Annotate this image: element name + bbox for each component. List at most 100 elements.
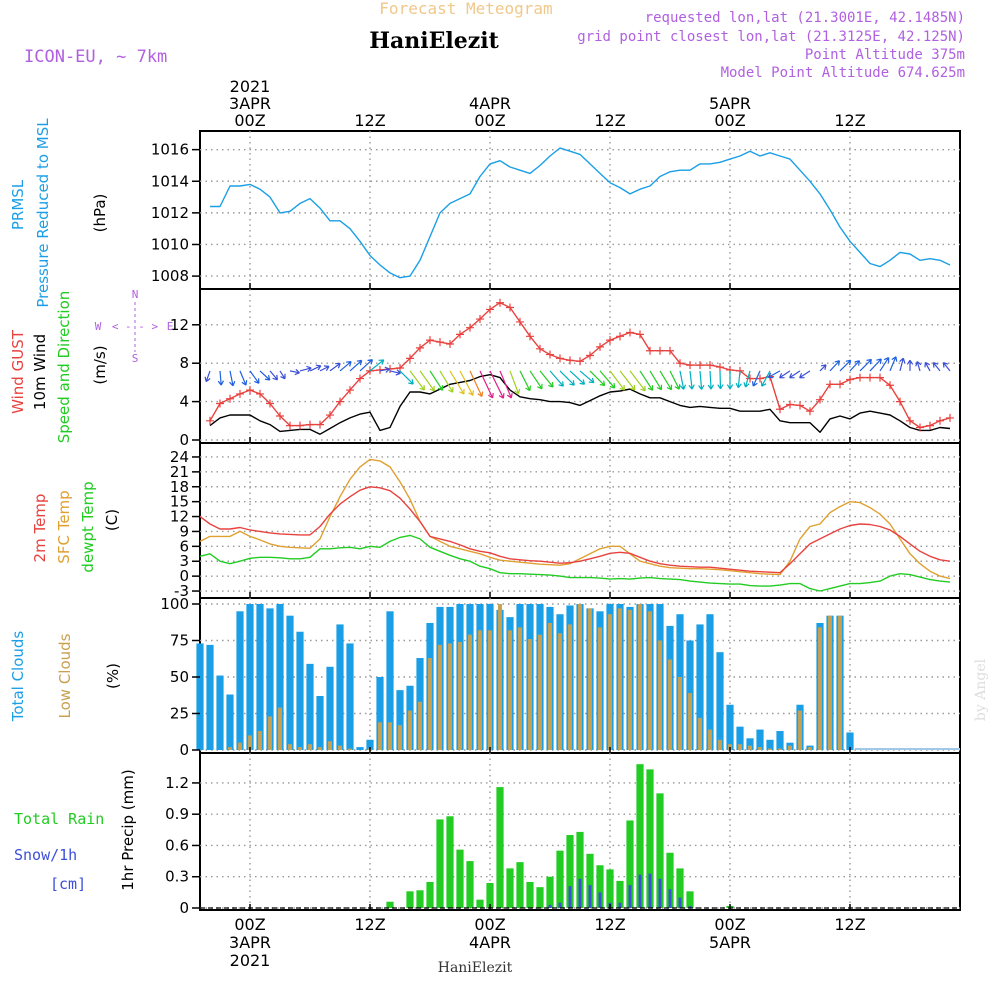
gust-marker [246,386,254,395]
snow-bar [678,897,682,908]
y-tick-label: 12 [170,316,189,334]
total-clouds-bar [706,614,714,750]
low-clouds-bar [328,741,332,750]
wind-vector-arrow [859,358,872,372]
total-clouds-bar [346,643,354,750]
total-clouds-bar [386,611,394,750]
low-clouds-bar [278,707,282,750]
wind-vector-arrow [359,359,373,372]
y-tick-label: 6 [179,537,189,555]
gust-marker [226,394,234,403]
wind-vector-arrow [259,370,271,381]
low-clouds-bar [688,693,692,750]
top-time-label: 5APR [709,94,751,113]
low-clouds-bar [818,627,822,750]
total-clouds-bar [296,631,304,750]
wind-vector-arrow [669,370,681,390]
low-clouds-bar [618,608,622,750]
y-tick-label: 24 [170,448,189,466]
rain-bar [656,793,664,908]
wind-vector-arrow [569,370,586,385]
low-clouds-bar [308,744,312,750]
gust-marker [886,381,894,390]
y-tick-label: 1010 [151,235,189,253]
total-clouds-bar [286,615,294,750]
rain-bar [456,849,464,908]
wind-vector-arrow [509,370,521,395]
low-clouds-bar [738,744,742,750]
gust-marker [606,336,614,345]
low-clouds-bar [458,641,462,750]
low-clouds-bar [228,747,232,750]
low-clouds-bar [638,604,642,750]
low-clouds-bar [828,615,832,750]
low-clouds-bar [768,748,772,750]
snow-bar [628,885,632,908]
low-clouds-bar [288,744,292,750]
wind-vector-arrow [269,370,278,381]
total-clouds-bar [696,624,704,750]
rain-bar [406,891,414,908]
model-label: ICON-EU, ~ 7km [24,47,167,67]
low-clouds-bar [298,747,302,750]
top-time-label: 12Z [594,111,625,130]
gust-marker [656,346,664,355]
total-clouds-bar [336,624,344,750]
low-clouds-bar [628,609,632,750]
gust-marker [896,397,904,406]
low-clouds-bar [608,614,612,750]
rain-bar [386,901,394,908]
wind-vector-arrow [319,365,330,372]
total-clouds-bar [266,608,274,750]
wind-vector-arrow [309,364,322,372]
y-tick-label: 75 [170,632,189,650]
gust-marker [336,397,344,406]
gust-marker [796,401,804,410]
low-clouds-bar [598,627,602,750]
total-clouds-bar [736,726,744,750]
clouds-unit: (%) [104,663,122,689]
snow-bar [598,892,602,908]
low-clouds-bar [248,735,252,750]
low-clouds-bar [678,677,682,750]
rain-bar [496,787,504,908]
gust-marker [236,389,244,398]
wind-vector-arrow [349,359,363,372]
gust-marker [636,330,644,339]
precip-panel-frame [199,752,961,911]
total-clouds-bar [206,644,214,750]
rain-bar [436,819,444,908]
top-time-label: 2021 [230,77,271,96]
gust-marker [776,405,784,414]
wind-vector-arrow [726,370,734,390]
gust-marker [356,374,364,383]
gust-marker [596,342,604,351]
gust-marker [406,354,414,363]
wind-plot [204,298,954,435]
gust-marker [716,363,724,372]
wind-vector-arrow [751,370,761,387]
pressure-unit: (hPa) [91,194,109,233]
dewpt-line [199,534,951,592]
total-clouds-bar [306,663,314,750]
low-clouds-bar [488,630,492,750]
gust-marker [346,386,354,395]
y-tick-label: 18 [170,478,189,496]
wind-vector-arrow [479,370,494,399]
bottom-time-label: 12Z [834,915,865,934]
compass-n: N [132,288,139,301]
gust-marker [286,421,294,430]
low-clouds-bar [528,639,532,750]
compass-s: S [132,352,139,365]
gust-marker [396,364,404,372]
y-tick-label: 50 [170,668,189,686]
y-tick-label: 1016 [151,141,189,159]
precip-unit: 1hr Precip (mm) [119,769,137,890]
gust-marker [856,373,864,382]
y-tick-label: 0 [179,431,189,449]
gust-marker [756,374,764,383]
rain-bar [506,868,514,908]
compass-w: W [95,320,102,333]
